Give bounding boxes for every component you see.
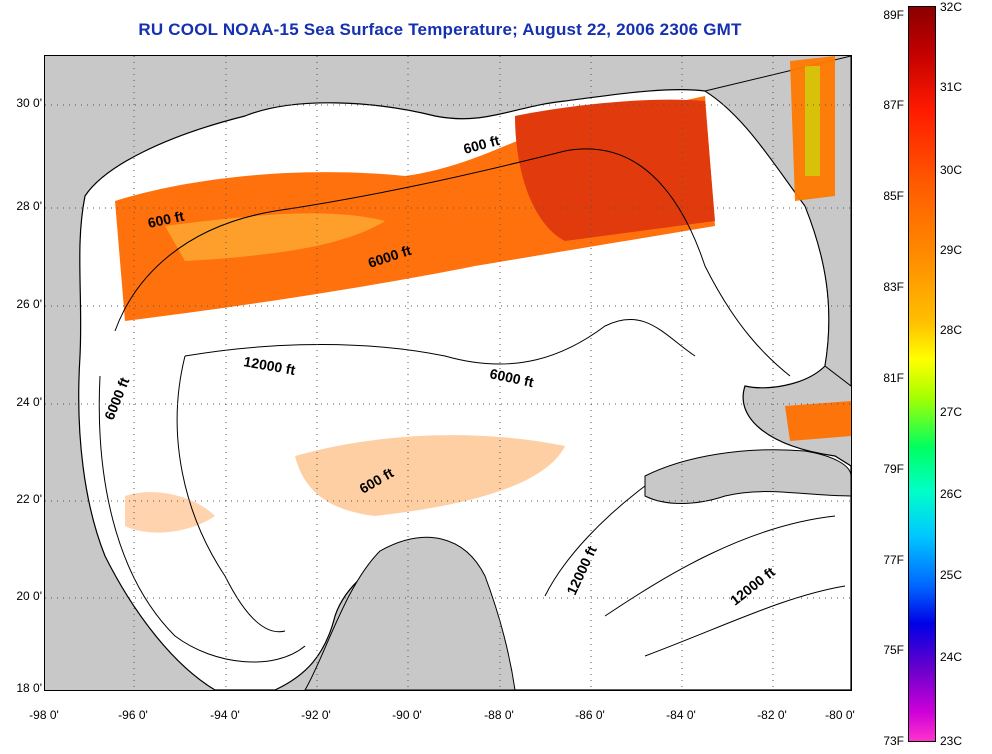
temperature-colorbar [908, 6, 936, 742]
colorbar-f-label: 83F [883, 280, 904, 294]
lat-label: 20 0' [16, 589, 42, 603]
colorbar-f-label: 85F [883, 189, 904, 203]
lat-label: 28 0' [16, 199, 42, 213]
colorbar-c-label: 26C [940, 487, 963, 501]
bathymetry-contours [98, 148, 846, 663]
map-title: RU COOL NOAA-15 Sea Surface Temperature;… [138, 20, 742, 39]
lon-label: -80 0' [825, 708, 855, 722]
lon-label: -82 0' [757, 708, 787, 722]
lat-label: 22 0' [16, 492, 42, 506]
colorbar-c-label: 23C [940, 734, 963, 748]
yucatan-land [304, 536, 516, 690]
colorbar-f-label: 87F [883, 98, 904, 112]
lon-label: -98 0' [29, 708, 59, 722]
sst-map[interactable]: 600 ft 600 ft 600 ft 6000 ft 6000 ft 600… [44, 55, 852, 691]
graticule [45, 56, 851, 690]
lat-label: 18 0' [16, 681, 42, 695]
colorbar-c-label: 28C [940, 323, 963, 337]
lat-label: 24 0' [16, 395, 42, 409]
colorbar-c-label: 29C [940, 243, 963, 257]
lon-label: -88 0' [484, 708, 514, 722]
colorbar-f-label: 89F [883, 8, 904, 22]
lon-label: -96 0' [118, 708, 148, 722]
sst-overlay [115, 56, 851, 533]
lat-label: 26 0' [16, 297, 42, 311]
cuba-land [644, 449, 851, 504]
lon-label: -84 0' [666, 708, 696, 722]
colorbar-c-label: 32C [940, 0, 963, 14]
colorbar-c-label: 30C [940, 163, 963, 177]
lon-label: -94 0' [210, 708, 240, 722]
colorbar-f-label: 77F [883, 553, 904, 567]
colorbar-f-label: 79F [883, 462, 904, 476]
lon-label: -92 0' [301, 708, 331, 722]
colorbar-c-label: 27C [940, 405, 963, 419]
lon-label: -90 0' [392, 708, 422, 722]
colorbar-f-label: 81F [883, 371, 904, 385]
colorbar-c-label: 31C [940, 80, 963, 94]
colorbar-c-label: 25C [940, 568, 963, 582]
colorbar-f-label: 75F [883, 643, 904, 657]
lat-label: 30 0' [16, 96, 42, 110]
contour-label-600-west: 600 ft [146, 208, 185, 231]
colorbar-c-label: 24C [940, 650, 963, 664]
lon-label: -86 0' [575, 708, 605, 722]
map-canvas: 600 ft 600 ft 600 ft 6000 ft 6000 ft 600… [45, 56, 851, 690]
colorbar-f-label: 73F [883, 734, 904, 748]
